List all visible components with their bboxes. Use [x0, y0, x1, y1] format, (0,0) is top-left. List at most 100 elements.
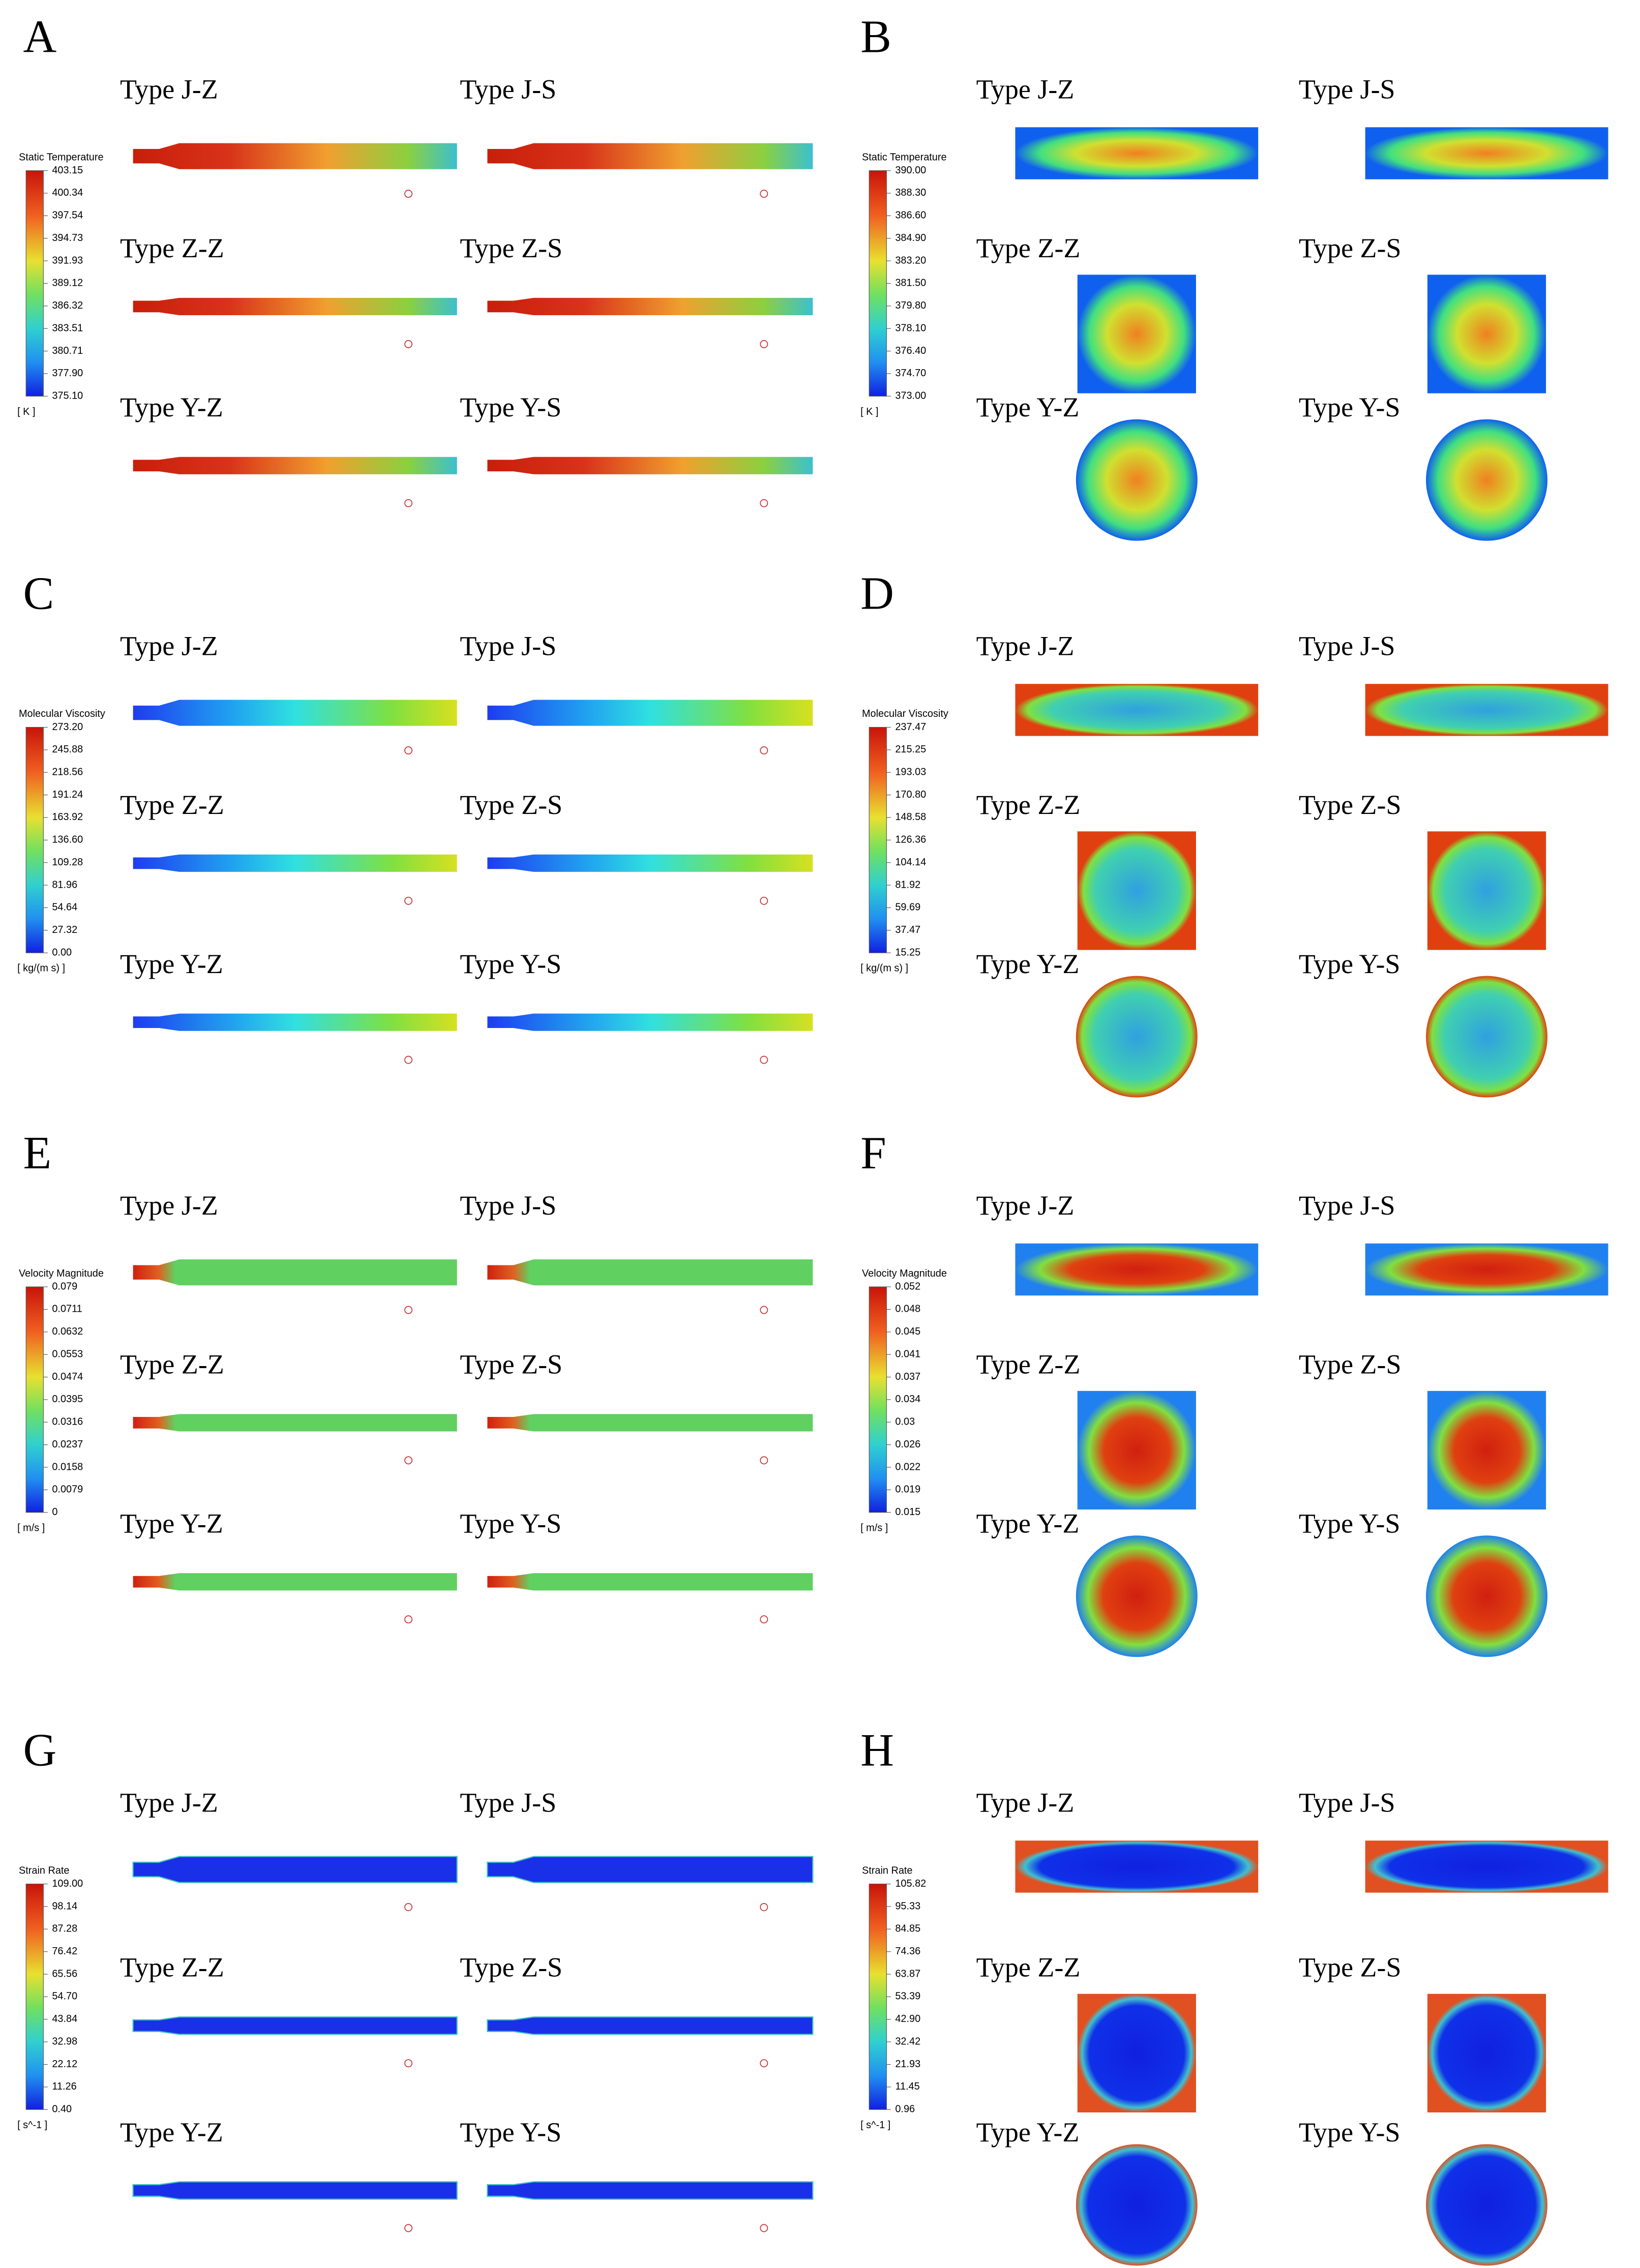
axis-icon — [760, 1055, 768, 1064]
colorbar-tick-label: 0.026 — [895, 1439, 920, 1450]
colorbar-tick-label: 65.56 — [52, 1968, 77, 1979]
colorbar-title: Static Temperature — [862, 152, 947, 163]
colorbar-tick-label: 400.34 — [52, 187, 83, 198]
section-square — [1427, 1993, 1546, 2112]
colorbar-tick-label: 109.28 — [52, 857, 83, 868]
section-rect — [1015, 1840, 1259, 1893]
colorbar-tick-label: 390.00 — [895, 165, 926, 176]
axis-icon — [404, 746, 413, 754]
colorbar-title: Velocity Magnitude — [19, 1268, 104, 1279]
colorbar-tick-label: 0.045 — [895, 1326, 920, 1337]
colorbar-tick-label: 98.14 — [52, 1900, 77, 1912]
type-label: Type Z-Z — [120, 233, 224, 263]
type-label: Type Y-Z — [120, 392, 223, 422]
type-label: Type J-S — [1299, 74, 1395, 104]
colorbar-tick-label: 0.041 — [895, 1348, 920, 1359]
colorbar-tick-label: 0.052 — [895, 1281, 920, 1292]
colorbar-tick-label: 170.80 — [895, 789, 926, 800]
type-label: Type Y-S — [460, 1508, 561, 1539]
axis-icon — [404, 1615, 413, 1624]
colorbar-unit: [ s^-1 ] — [17, 2120, 47, 2131]
colorbar-title: Static Temperature — [19, 152, 104, 163]
section-rect — [1365, 1840, 1608, 1893]
type-label: Type Z-S — [1299, 1349, 1402, 1380]
type-label: Type Y-S — [460, 949, 561, 979]
axis-icon — [760, 1615, 768, 1624]
type-label: Type J-Z — [976, 74, 1075, 104]
colorbar-title: Strain Rate — [862, 1865, 913, 1876]
colorbar-tick-label: 218.56 — [52, 766, 83, 777]
colorbar-tick-label: 42.90 — [895, 2013, 920, 2024]
panel-letter: A — [23, 11, 57, 62]
channel-contour — [133, 1013, 457, 1031]
colorbar-tick-label: 373.00 — [895, 390, 926, 402]
colorbar-tick-label: 0.079 — [52, 1281, 77, 1292]
colorbar-tick-label: 0.0158 — [52, 1461, 83, 1472]
channel-contour — [133, 297, 457, 315]
type-label: Type J-S — [460, 1787, 556, 1818]
colorbar-tick-label: 109.00 — [52, 1878, 83, 1889]
colorbar — [25, 170, 44, 397]
section-square — [1427, 275, 1546, 394]
axis-icon — [760, 2059, 768, 2068]
colorbar-tick-label: 0.022 — [895, 1461, 920, 1472]
type-label: Type J-Z — [120, 1787, 218, 1818]
colorbar-tick-label: 0.0079 — [52, 1484, 83, 1495]
type-label: Type Y-S — [1299, 949, 1400, 979]
section-rect — [1015, 684, 1259, 736]
colorbar-tick-label: 384.90 — [895, 232, 926, 244]
channel-contour — [132, 1856, 458, 1883]
colorbar-tick-label: 0.015 — [895, 1506, 920, 1518]
colorbar — [25, 1884, 44, 2110]
colorbar-tick-label: 0.0553 — [52, 1348, 83, 1359]
type-label: Type J-Z — [120, 1190, 218, 1221]
colorbar-tick-label: 245.88 — [52, 744, 83, 755]
section-square — [1077, 275, 1196, 394]
colorbar-tick-label: 374.70 — [895, 368, 926, 379]
axis-icon — [760, 2224, 768, 2232]
type-label: Type J-Z — [976, 630, 1075, 661]
type-label: Type Y-Z — [120, 1508, 223, 1539]
colorbar-tick-label: 95.33 — [895, 1900, 920, 1912]
type-label: Type Z-S — [460, 1349, 562, 1380]
channel-contour — [487, 1259, 813, 1286]
colorbar-tick-label: 403.15 — [52, 165, 83, 176]
axis-icon — [404, 2224, 413, 2232]
type-label: Type Y-Z — [976, 1508, 1080, 1539]
axis-icon — [404, 340, 413, 348]
colorbar-tick-label: 32.98 — [52, 2036, 77, 2047]
type-label: Type J-S — [1299, 630, 1395, 661]
section-square — [1077, 1390, 1196, 1510]
type-label: Type Z-Z — [120, 1952, 224, 1983]
colorbar-unit: [ m/s ] — [17, 1522, 45, 1533]
colorbar-tick-label: 27.32 — [52, 924, 77, 935]
axis-icon — [404, 896, 413, 905]
axis-icon — [404, 190, 413, 198]
colorbar-tick-label: 53.39 — [895, 1991, 920, 2002]
section-square — [1427, 831, 1546, 950]
colorbar-tick-label: 394.73 — [52, 232, 83, 244]
channel-contour — [132, 2016, 458, 2035]
type-label: Type J-Z — [120, 74, 218, 104]
colorbar-tick-label: 74.36 — [895, 1946, 920, 1957]
section-rect — [1365, 127, 1608, 179]
axis-icon — [404, 499, 413, 507]
axis-icon — [760, 340, 768, 348]
colorbar-tick-label: 81.92 — [895, 879, 920, 890]
section-rect — [1015, 127, 1259, 179]
section-circle — [1076, 1535, 1198, 1657]
colorbar — [25, 727, 44, 953]
colorbar-tick-label: 105.82 — [895, 1878, 926, 1889]
colorbar-tick-label: 0.0711 — [52, 1304, 82, 1315]
channel-contour — [487, 854, 813, 872]
colorbar-tick-label: 81.96 — [52, 879, 77, 890]
colorbar-title: Molecular Viscosity — [19, 708, 105, 719]
type-label: Type Z-Z — [976, 790, 1081, 820]
type-label: Type Y-Z — [976, 2117, 1080, 2148]
axis-icon — [760, 1903, 768, 1912]
colorbar-unit: [ K ] — [860, 406, 878, 417]
colorbar-tick-label: 0.40 — [52, 2104, 72, 2115]
type-label: Type Z-S — [460, 790, 562, 820]
colorbar-tick-label: 380.71 — [52, 345, 83, 356]
